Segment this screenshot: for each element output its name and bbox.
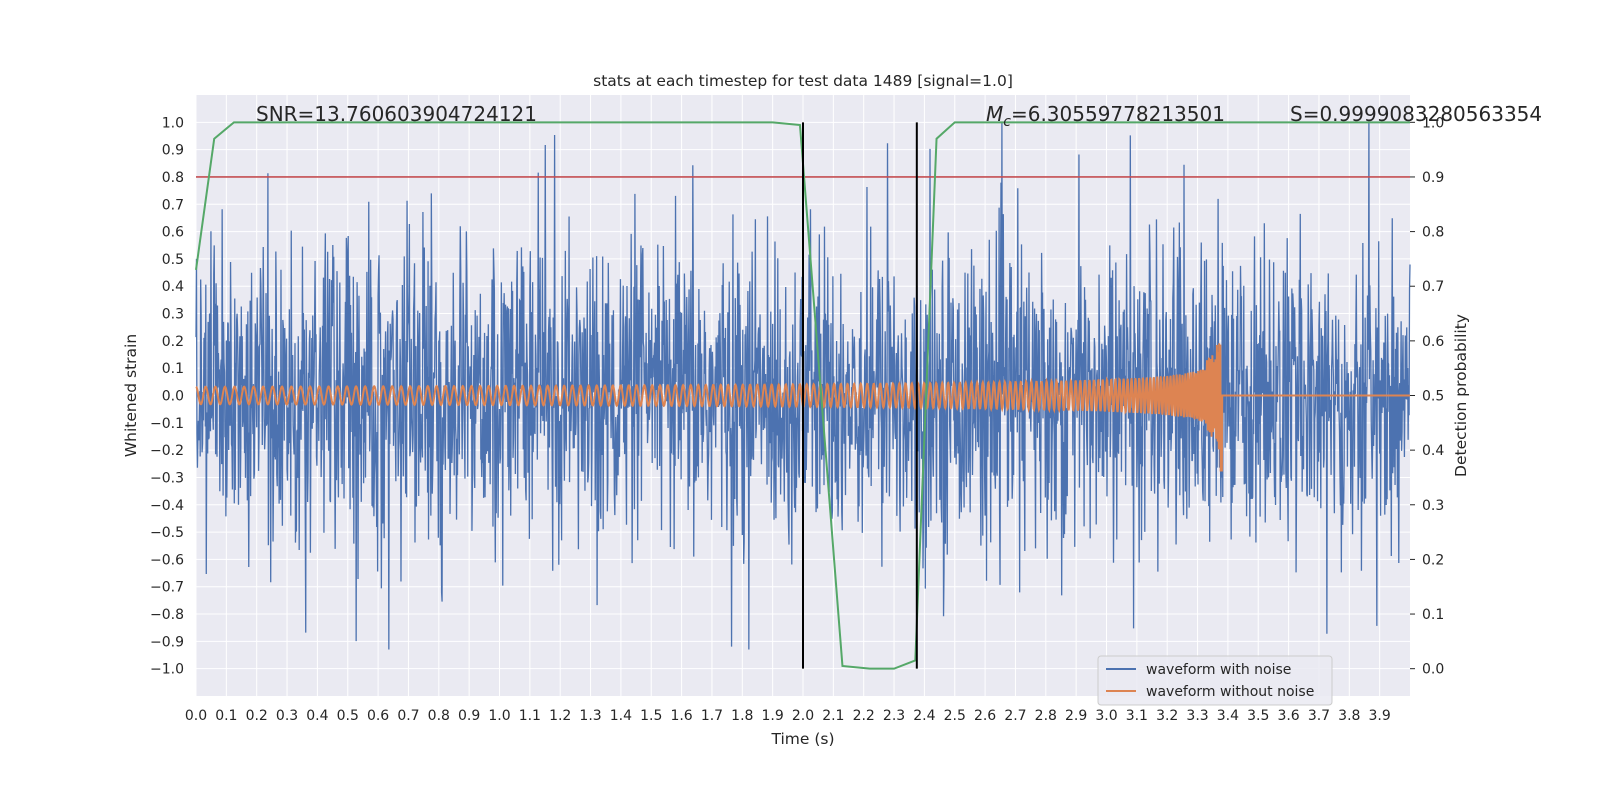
x-tick-label: 2.5	[944, 708, 966, 724]
x-tick-label: 0.5	[337, 708, 359, 724]
y-tick-label: 0.8	[162, 170, 184, 186]
x-tick-label: 2.0	[792, 708, 814, 724]
y-tick-label: 0.5	[162, 252, 184, 268]
chart-title: stats at each timestep for test data 148…	[593, 72, 1013, 90]
y2-tick-label: 0.8	[1422, 225, 1444, 241]
x-tick-label: 3.7	[1308, 708, 1330, 724]
y-tick-label: −0.8	[150, 607, 184, 623]
x-axis-label: Time (s)	[770, 730, 834, 748]
legend-label-clean: waveform without noise	[1146, 684, 1314, 700]
x-tick-label: 0.2	[246, 708, 268, 724]
y2-axis-label: Detection probability	[1452, 314, 1470, 477]
detection-probability-line	[195, 121, 1410, 670]
legend-box	[1097, 655, 1333, 706]
x-tick-label: 1.7	[701, 708, 723, 724]
snr-annotation: SNR=13.760603904724121	[256, 102, 537, 126]
x-tick-label: 0.9	[458, 708, 480, 724]
x-tick-label: 3.3	[1186, 708, 1208, 724]
y-tick-label: 0.4	[162, 279, 184, 295]
x-tick-label: 2.7	[1004, 708, 1026, 724]
y2-tick-label: 0.3	[1422, 498, 1444, 514]
x-tick-label: 3.2	[1156, 708, 1178, 724]
x-tick-label: 2.2	[853, 708, 875, 724]
x-tick-label: 2.1	[822, 708, 844, 724]
x-tick-label: 3.5	[1247, 708, 1269, 724]
x-tick-label: 3.8	[1338, 708, 1360, 724]
y-tick-label: 0.3	[162, 307, 184, 323]
x-tick-label: 1.5	[640, 708, 662, 724]
x-tick-label: 1.6	[670, 708, 692, 724]
x-tick-label: 0.6	[367, 708, 389, 724]
x-tick-label: 3.9	[1369, 708, 1391, 724]
y-tick-label: 0.0	[162, 389, 184, 405]
axes: 0.0 0.1 0.2 0.3 0.4 0.5 0.6 0.7 0.8 0.9 1.0 1.1 1.2 1…	[150, 115, 1444, 724]
x-tick-label: 3.4	[1217, 708, 1239, 724]
y2-tick-label: 0.5	[1422, 389, 1444, 405]
y2-tick-label: 0.9	[1422, 170, 1444, 186]
y-tick-label: −0.3	[150, 470, 184, 486]
x-tick-label: 2.6	[974, 708, 996, 724]
y-tick-label: 1.0	[162, 115, 184, 131]
x-tick-label: 2.3	[883, 708, 905, 724]
y-tick-label: −1.0	[150, 662, 184, 678]
y-tick-label: 0.2	[162, 334, 184, 350]
x-tick-label: 0.0	[185, 708, 207, 724]
x-tick-label: 3.0	[1095, 708, 1117, 724]
y2-tick-label: 0.7	[1422, 279, 1444, 295]
y2-tick-label: 0.2	[1422, 552, 1444, 568]
x-tick-label: 2.8	[1035, 708, 1057, 724]
s-annotation: S=0.9999083280563354	[1290, 102, 1542, 126]
y-tick-label: −0.4	[150, 498, 184, 514]
legend: waveform with noise waveform without noi…	[1097, 655, 1333, 706]
x-tick-label: 3.6	[1277, 708, 1299, 724]
y-tick-label: 0.9	[162, 143, 184, 159]
y2-tick-label: 0.1	[1422, 607, 1444, 623]
x-tick-label: 1.1	[519, 708, 541, 724]
y-tick-label: 0.1	[162, 361, 184, 377]
x-tick-label: 0.4	[306, 708, 328, 724]
x-tick-label: 2.4	[913, 708, 935, 724]
y-tick-label: −0.9	[150, 634, 184, 650]
legend-label-noise: waveform with noise	[1146, 662, 1291, 678]
x-tick-label: 0.3	[276, 708, 298, 724]
y-tick-label: 0.6	[162, 225, 184, 241]
chirp-mass-symbol: M	[986, 102, 1003, 126]
y-tick-label: −0.1	[150, 416, 184, 432]
x-tick-label: 0.7	[397, 708, 419, 724]
y-tick-label: −0.6	[150, 552, 184, 568]
y2-tick-label: 0.0	[1422, 662, 1444, 678]
x-tick-label: 3.1	[1126, 708, 1148, 724]
y2-tick-label: 0.6	[1422, 334, 1444, 350]
x-tick-label: 0.1	[215, 708, 237, 724]
y-tick-label: −0.2	[150, 443, 184, 459]
x-tick-label: 1.2	[549, 708, 571, 724]
x-tick-label: 1.4	[610, 708, 632, 724]
chirp-mass-annotation: Mc=6.30559778213501	[986, 102, 1225, 130]
chirp-mass-subscript: c	[1003, 114, 1011, 130]
x-tick-label: 1.0	[488, 708, 510, 724]
vertical-markers	[802, 122, 918, 669]
x-tick-label: 0.8	[428, 708, 450, 724]
chirp-mass-value: =6.30559778213501	[1011, 102, 1225, 126]
y-tick-label: −0.5	[150, 525, 184, 541]
x-tick-label: 1.8	[731, 708, 753, 724]
x-tick-label: 1.9	[762, 708, 784, 724]
y-axis-label: Whitened strain	[122, 334, 140, 457]
y-tick-label: 0.7	[162, 197, 184, 213]
y-tick-label: −0.7	[150, 580, 184, 596]
x-tick-label: 1.3	[579, 708, 601, 724]
x-tick-label: 2.9	[1065, 708, 1087, 724]
y2-tick-label: 0.4	[1422, 443, 1444, 459]
y2-tick-label: 1.0	[1422, 115, 1444, 131]
